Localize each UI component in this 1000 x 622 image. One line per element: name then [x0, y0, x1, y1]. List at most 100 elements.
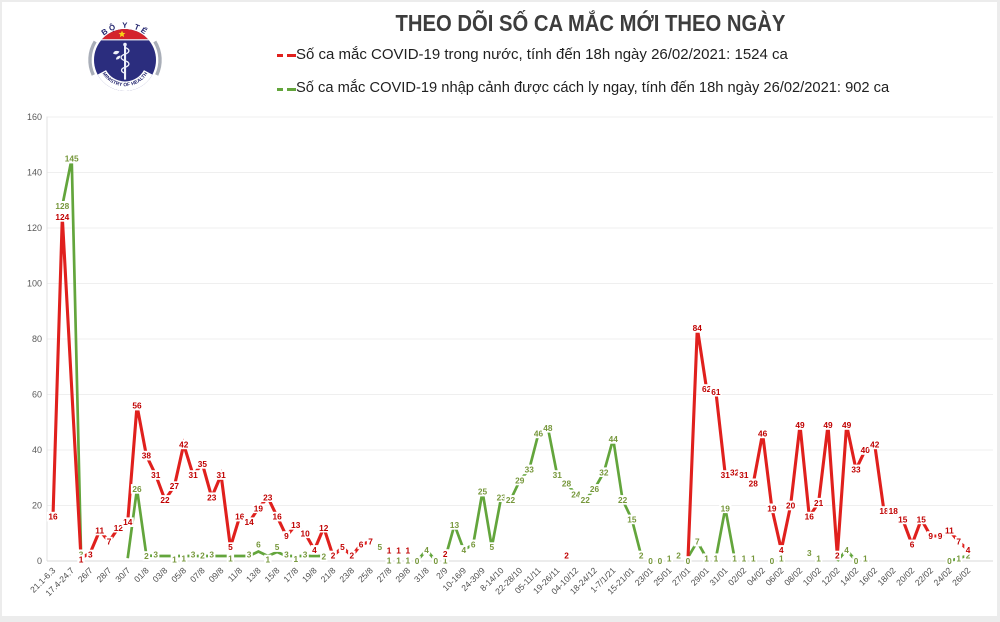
svg-text:10: 10: [300, 528, 310, 538]
svg-text:1: 1: [816, 553, 821, 563]
svg-text:160: 160: [27, 112, 42, 122]
svg-text:14: 14: [244, 517, 254, 527]
svg-text:1: 1: [779, 553, 784, 563]
svg-text:13/8: 13/8: [244, 565, 263, 584]
svg-text:42: 42: [870, 440, 880, 450]
svg-text:1: 1: [79, 555, 84, 565]
svg-text:3: 3: [79, 549, 84, 559]
svg-text:4: 4: [461, 545, 466, 555]
svg-text:60: 60: [32, 390, 42, 400]
svg-text:15: 15: [627, 515, 637, 525]
svg-text:16/02: 16/02: [857, 565, 879, 587]
svg-text:46: 46: [758, 429, 768, 439]
svg-text:2: 2: [200, 551, 205, 561]
svg-text:11: 11: [945, 526, 954, 536]
svg-text:14: 14: [123, 517, 133, 527]
svg-text:2: 2: [331, 551, 336, 561]
svg-text:01/8: 01/8: [132, 565, 151, 584]
svg-text:09/8: 09/8: [207, 565, 226, 584]
svg-text:27: 27: [170, 481, 180, 491]
svg-text:31: 31: [188, 470, 198, 480]
svg-text:5: 5: [340, 542, 345, 552]
svg-text:11/8: 11/8: [226, 565, 245, 584]
svg-text:12: 12: [319, 523, 329, 533]
svg-text:4: 4: [312, 545, 317, 555]
svg-text:10/02: 10/02: [801, 565, 823, 587]
svg-text:16: 16: [805, 512, 815, 522]
svg-text:56: 56: [132, 401, 142, 411]
svg-text:1: 1: [751, 553, 756, 563]
svg-text:23/01: 23/01: [633, 565, 655, 587]
svg-text:25/8: 25/8: [356, 565, 375, 584]
svg-text:31: 31: [739, 470, 749, 480]
svg-text:1: 1: [181, 553, 186, 563]
svg-text:49: 49: [823, 420, 833, 430]
svg-text:0: 0: [433, 556, 438, 566]
svg-text:0: 0: [658, 556, 663, 566]
svg-text:0: 0: [770, 556, 775, 566]
svg-text:23: 23: [207, 492, 217, 502]
svg-text:9: 9: [284, 531, 289, 541]
svg-text:6: 6: [910, 540, 915, 550]
svg-text:120: 120: [27, 223, 42, 233]
svg-text:6: 6: [256, 540, 261, 550]
svg-text:22: 22: [160, 495, 170, 505]
svg-text:1: 1: [956, 553, 961, 563]
svg-text:31: 31: [721, 470, 731, 480]
svg-text:31/01: 31/01: [707, 565, 729, 587]
svg-text:140: 140: [27, 168, 42, 178]
svg-text:128: 128: [55, 201, 69, 211]
svg-text:42: 42: [179, 440, 189, 450]
svg-text:22: 22: [506, 495, 516, 505]
svg-text:2: 2: [144, 551, 149, 561]
svg-text:61: 61: [711, 387, 721, 397]
svg-text:31/8: 31/8: [412, 565, 431, 584]
svg-text:24/02: 24/02: [932, 565, 954, 587]
svg-text:32: 32: [730, 467, 740, 477]
svg-text:14/02: 14/02: [838, 565, 860, 587]
svg-text:40: 40: [861, 445, 871, 455]
svg-text:15: 15: [898, 515, 908, 525]
svg-text:9: 9: [928, 531, 933, 541]
svg-text:17/8: 17/8: [281, 565, 300, 584]
svg-text:06/02: 06/02: [763, 565, 785, 587]
svg-text:32: 32: [599, 467, 609, 477]
svg-text:11: 11: [95, 526, 104, 536]
svg-text:0: 0: [854, 556, 859, 566]
svg-text:2: 2: [835, 551, 840, 561]
svg-text:80: 80: [32, 334, 42, 344]
svg-text:18: 18: [889, 506, 899, 516]
svg-text:27/8: 27/8: [375, 565, 394, 584]
svg-text:1: 1: [443, 556, 448, 566]
svg-text:21: 21: [814, 498, 824, 508]
svg-text:3: 3: [247, 550, 252, 560]
svg-text:49: 49: [795, 420, 805, 430]
svg-text:1: 1: [396, 546, 401, 556]
svg-text:0: 0: [648, 556, 653, 566]
svg-text:1: 1: [387, 546, 392, 556]
svg-text:1: 1: [732, 553, 737, 563]
svg-text:33: 33: [525, 465, 535, 475]
svg-text:1: 1: [228, 554, 233, 564]
svg-text:4: 4: [844, 545, 849, 555]
svg-text:20: 20: [32, 501, 42, 511]
svg-text:30/7: 30/7: [113, 565, 132, 584]
svg-text:12: 12: [114, 523, 124, 533]
svg-text:13: 13: [291, 520, 301, 530]
svg-text:18/02: 18/02: [875, 565, 897, 587]
svg-text:1: 1: [293, 554, 298, 564]
svg-text:29/01: 29/01: [689, 565, 711, 587]
svg-text:5: 5: [377, 542, 382, 552]
svg-text:3: 3: [209, 550, 214, 560]
svg-text:49: 49: [842, 420, 852, 430]
svg-text:7: 7: [956, 537, 961, 547]
svg-text:3: 3: [191, 550, 196, 560]
svg-text:4: 4: [779, 545, 784, 555]
svg-text:1: 1: [667, 553, 672, 563]
svg-text:1: 1: [742, 553, 747, 563]
svg-text:26: 26: [590, 484, 600, 494]
svg-text:18: 18: [879, 506, 889, 516]
svg-text:3: 3: [88, 550, 93, 560]
svg-text:33: 33: [851, 465, 861, 475]
svg-text:0: 0: [37, 556, 42, 566]
